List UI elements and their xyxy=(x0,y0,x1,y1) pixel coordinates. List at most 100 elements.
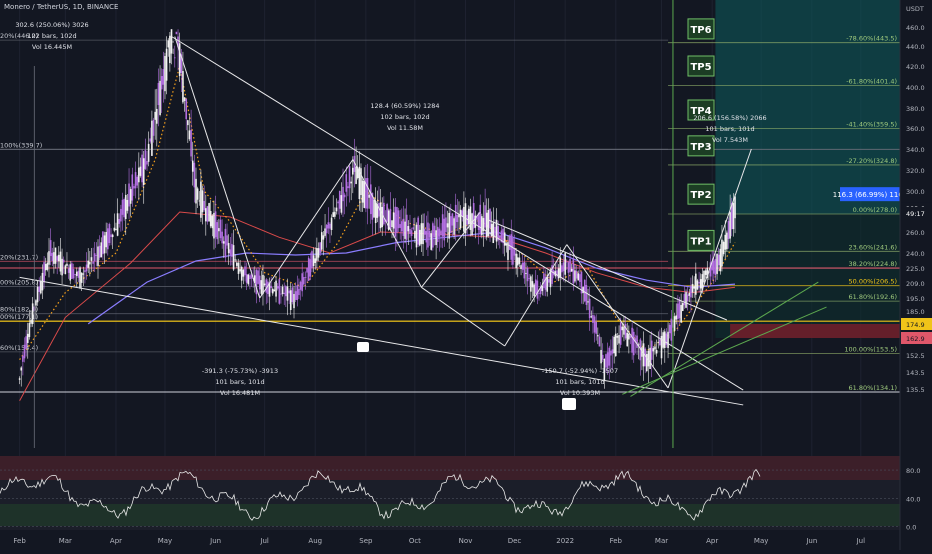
candle-body xyxy=(417,217,419,245)
x-tick-label: Feb xyxy=(610,537,623,545)
candle-body xyxy=(505,243,508,246)
candle-body xyxy=(239,269,241,272)
candle-body xyxy=(551,265,553,284)
candles xyxy=(18,29,736,389)
candle-body xyxy=(624,324,627,339)
candle-body xyxy=(80,272,83,283)
candle-body xyxy=(28,322,31,337)
tp-box xyxy=(687,183,715,205)
candle-body xyxy=(36,286,39,303)
candle-body xyxy=(559,257,562,278)
candle-body xyxy=(363,180,366,208)
left-fib-label: 60%(154.4) xyxy=(0,344,38,352)
candle-body xyxy=(443,218,446,241)
candle-body xyxy=(231,243,233,257)
candle-body xyxy=(618,334,620,344)
candle-body xyxy=(716,253,718,274)
trend-line xyxy=(421,211,481,288)
trend-line-green xyxy=(622,306,827,395)
candle-body xyxy=(649,347,651,370)
candle-body xyxy=(436,226,439,243)
candle-body xyxy=(502,228,504,244)
candle-body xyxy=(329,223,331,229)
candle-body xyxy=(515,253,517,269)
price-tag xyxy=(901,318,932,330)
candle-body xyxy=(734,196,736,219)
candle-body xyxy=(458,214,460,218)
candle-body xyxy=(508,235,511,250)
candle-body xyxy=(335,207,338,212)
candle-body xyxy=(263,283,266,286)
candle-body xyxy=(203,200,205,211)
candle-body xyxy=(165,48,168,81)
candle-body xyxy=(124,194,127,220)
candle-body xyxy=(347,186,349,189)
candle-body xyxy=(528,278,531,280)
candle-body xyxy=(418,229,421,246)
rsi-tick-label: 40.0 xyxy=(906,495,920,503)
take-profit-tp4: TP4 xyxy=(687,99,715,121)
candle-body xyxy=(415,224,418,248)
candle-body xyxy=(322,235,325,240)
candle-body xyxy=(173,57,176,59)
candle-body xyxy=(711,260,713,271)
candle-body xyxy=(265,279,268,293)
candle-body xyxy=(358,166,361,200)
candle-body xyxy=(699,279,702,289)
candle-body xyxy=(531,281,534,288)
candle-body xyxy=(59,251,62,272)
tp-box xyxy=(687,99,715,121)
candle-body xyxy=(133,186,135,189)
candle-body xyxy=(53,252,55,264)
candle-body xyxy=(366,178,369,209)
candle-body xyxy=(319,242,321,253)
candle-body xyxy=(712,260,715,274)
candle-body xyxy=(706,267,709,278)
candle-body xyxy=(686,294,689,302)
candle-body xyxy=(605,354,607,368)
candle-body xyxy=(533,284,535,297)
candle-body xyxy=(450,216,452,234)
fib-label: 100.00%(153.5) xyxy=(844,345,897,353)
candle-body xyxy=(472,203,475,229)
fib-label: 61.80%(192.6) xyxy=(849,293,897,301)
stop-zone xyxy=(730,324,900,338)
candle-body xyxy=(100,242,103,258)
candle-body xyxy=(613,336,615,354)
x-tick-label: Nov xyxy=(459,537,473,545)
candle-body xyxy=(198,200,201,202)
candle-body xyxy=(222,241,225,244)
candle-body xyxy=(655,350,658,354)
candle-body xyxy=(129,189,132,204)
measurement-text: 101 bars, 101d xyxy=(215,378,264,386)
candle-body xyxy=(245,274,248,283)
candle-body xyxy=(156,108,158,124)
candle-body xyxy=(621,326,624,331)
candle-body xyxy=(425,231,428,243)
candle-body xyxy=(386,204,388,222)
candle-body xyxy=(64,265,67,275)
candle-body xyxy=(343,194,346,198)
candle-body xyxy=(652,348,655,352)
fib-label: -78.60%(443.5) xyxy=(846,35,897,43)
candle-body xyxy=(432,223,434,248)
candle-body xyxy=(187,120,189,126)
candle-body xyxy=(663,331,666,348)
candle-body xyxy=(435,230,437,246)
y-tick-label: 135.5 xyxy=(906,386,925,394)
candle-body xyxy=(361,180,364,203)
candle-body xyxy=(22,355,24,362)
candle-body xyxy=(525,272,527,274)
take-profit-tp6: TP6 xyxy=(687,18,715,40)
y-tick-label: 240.0 xyxy=(906,250,925,258)
candle-body xyxy=(376,204,379,218)
candle-body xyxy=(123,199,125,218)
candle-body xyxy=(139,166,142,176)
candle-body xyxy=(35,300,37,306)
candle-body xyxy=(726,232,728,250)
candle-body xyxy=(258,275,261,290)
candle-body xyxy=(441,214,444,237)
candle-body xyxy=(226,235,228,246)
